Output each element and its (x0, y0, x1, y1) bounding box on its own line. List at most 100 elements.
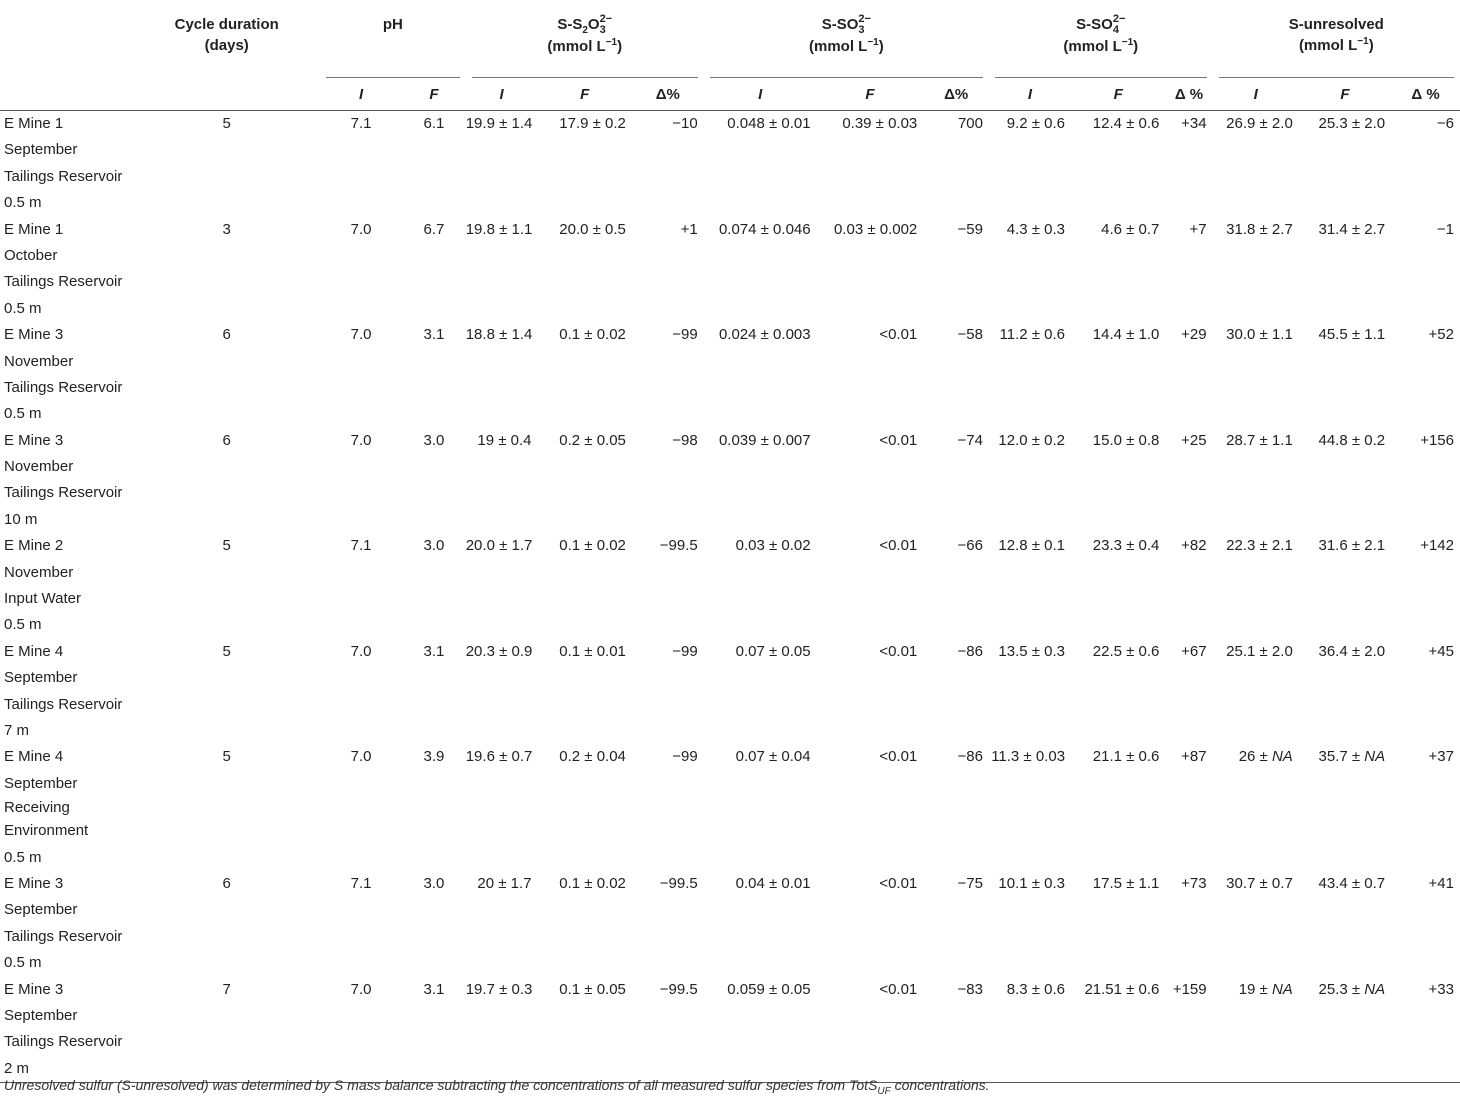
row-label-line: 0.5 m (4, 616, 42, 634)
cell-s2o3-f: 0.2 ± 0.04 (559, 748, 626, 766)
row-label: E Mine 3 September Tailings Reservoir 2 m (0, 977, 154, 1083)
cell-u-i: 30.0 ± 1.1 (1226, 326, 1293, 344)
cell-so4-d: +82 (1181, 537, 1207, 555)
cell-u-f: 25.3 ± NA (1318, 980, 1386, 998)
cell-so4-f: 15.0 ± 0.8 (1092, 431, 1160, 449)
cell-s2o3-i: 20.3 ± 0.9 (465, 642, 533, 660)
cell-u-f: 25.3 ± 2.0 (1318, 115, 1386, 132)
header-ph: pH (320, 0, 466, 78)
cell-s2o3-f: 0.1 ± 0.02 (559, 326, 626, 344)
cell-s2o3-i: 19.8 ± 1.1 (465, 220, 533, 238)
cell-so3-i: 0.07 ± 0.05 (735, 642, 811, 660)
cell-cycle: 6 (222, 874, 231, 892)
cell-u-d: +142 (1420, 537, 1454, 555)
sub-header-f: F (1340, 85, 1350, 103)
header-label-col (0, 0, 154, 78)
cell-so4-f: 17.5 ± 1.1 (1092, 874, 1160, 892)
cell-s2o3-f: 0.1 ± 0.05 (559, 980, 626, 998)
row-label-line: Tailings Reservoir (4, 378, 123, 396)
cell-u-d: +41 (1428, 874, 1454, 892)
table-row: E Mine 3 November Tailings Reservoir 10 m 6 7… (0, 428, 1460, 534)
cell-s2o3-d: −99 (672, 642, 698, 660)
cell-s2o3-d: −10 (672, 115, 698, 132)
row-label-line: E Mine 4 (4, 748, 64, 766)
cell-so4-i: 4.3 ± 0.3 (1006, 220, 1066, 238)
cell-so3-d: −58 (957, 326, 983, 344)
row-label-line: 0.5 m (4, 299, 42, 317)
cell-s2o3-d: −99 (672, 748, 698, 766)
cell-u-d: −6 (1436, 115, 1454, 132)
cell-u-i: 26 ± NA (1238, 748, 1293, 766)
cell-so3-i: 0.039 ± 0.007 (718, 431, 811, 449)
cell-u-f: 31.6 ± 2.1 (1318, 537, 1386, 555)
cell-s2o3-f: 17.9 ± 0.2 (559, 115, 626, 132)
cell-ph-i: 7.1 (350, 115, 372, 132)
cell-cycle: 3 (222, 220, 231, 238)
row-label-line: Tailings Reservoir (4, 1033, 123, 1051)
row-label-line: Tailings Reservoir (4, 167, 123, 185)
table-row: E Mine 3 September Tailings Reservoir 2 m 7 7… (0, 977, 1460, 1083)
table-row: E Mine 1 September Tailings Reservoir 0.5 m… (0, 111, 1460, 217)
cell-cycle: 5 (222, 748, 231, 766)
cell-so4-f: 23.3 ± 0.4 (1092, 537, 1160, 555)
cell-u-f: 44.8 ± 0.2 (1318, 431, 1386, 449)
cell-so3-d: −59 (957, 220, 983, 238)
cell-ph-f: 3.0 (423, 874, 445, 892)
spacer-cell (300, 217, 321, 323)
cell-so3-d: −66 (957, 537, 983, 555)
row-label-line: E Mine 3 (4, 980, 64, 998)
cell-so3-f: <0.01 (879, 431, 918, 449)
row-label: E Mine 1 September Tailings Reservoir 0.5 m (0, 111, 154, 217)
cell-ph-f: 3.0 (423, 537, 445, 555)
cell-so3-d: 700 (957, 115, 983, 132)
cell-ph-i: 7.1 (350, 874, 372, 892)
row-label: E Mine 4 September Receiving Environment 0.5… (0, 744, 154, 871)
cell-u-i: 28.7 ± 1.1 (1226, 431, 1293, 449)
row-label-line: Tailings Reservoir (4, 273, 123, 291)
cell-s2o3-f: 0.2 ± 0.05 (559, 431, 626, 449)
cell-s2o3-i: 19 ± 0.4 (477, 431, 532, 449)
sub-header-f: F (580, 85, 590, 103)
cell-ph-i: 7.0 (350, 431, 372, 449)
row-label-line: E Mine 3 (4, 874, 64, 892)
cell-s2o3-f: 0.1 ± 0.02 (559, 537, 626, 555)
table-row: E Mine 4 September Receiving Environment 0.5… (0, 744, 1460, 871)
sub-header-f: F (429, 85, 439, 103)
cell-u-i: 25.1 ± 2.0 (1226, 642, 1293, 660)
cell-so3-d: −75 (957, 874, 983, 892)
cell-so4-i: 12.8 ± 0.1 (998, 537, 1066, 555)
row-label-line: September (4, 901, 78, 919)
sub-header-delta: Δ% (944, 85, 969, 103)
table-row: E Mine 2 November Input Water 0.5 m 5 7.1 3.0 2… (0, 533, 1460, 639)
cell-so4-f: 21.51 ± 0.6 (1084, 980, 1160, 998)
cell-so4-d: +29 (1181, 326, 1207, 344)
cell-so4-i: 13.5 ± 0.3 (998, 642, 1066, 660)
cell-so3-f: <0.01 (879, 537, 918, 555)
row-label: E Mine 3 November Tailings Reservoir 0.5 m (0, 322, 154, 428)
cell-ph-f: 6.1 (423, 115, 445, 132)
cell-u-f: 31.4 ± 2.7 (1318, 220, 1386, 238)
cell-cycle: 6 (222, 431, 231, 449)
cell-so4-d: +73 (1181, 874, 1207, 892)
cell-so3-d: −74 (957, 431, 983, 449)
cell-so3-i: 0.059 ± 0.05 (727, 980, 811, 998)
spacer-cell (300, 744, 321, 871)
sub-header-delta: Δ% (655, 85, 680, 103)
cell-so4-f: 21.1 ± 0.6 (1092, 748, 1160, 766)
na-value: NA (1364, 980, 1386, 998)
cell-cycle: 6 (222, 326, 231, 344)
sub-header-i: I (499, 85, 504, 103)
cell-u-i: 31.8 ± 2.7 (1226, 220, 1293, 238)
table-row: E Mine 3 November Tailings Reservoir 0.5 m 6… (0, 322, 1460, 428)
row-label-line: E Mine 3 (4, 431, 64, 449)
spacer-cell (300, 111, 321, 217)
cell-s2o3-f: 20.0 ± 0.5 (559, 220, 626, 238)
row-label-line: 10 m (4, 510, 38, 528)
cell-s2o3-d: −99 (672, 326, 698, 344)
row-label-line: Environment (4, 822, 89, 840)
sub-header-delta: Δ % (1174, 85, 1204, 103)
cell-so4-d: +67 (1181, 642, 1207, 660)
row-label-line: 0.5 m (4, 405, 42, 423)
spacer-cell (300, 639, 321, 745)
sub-header-f: F (865, 85, 875, 103)
